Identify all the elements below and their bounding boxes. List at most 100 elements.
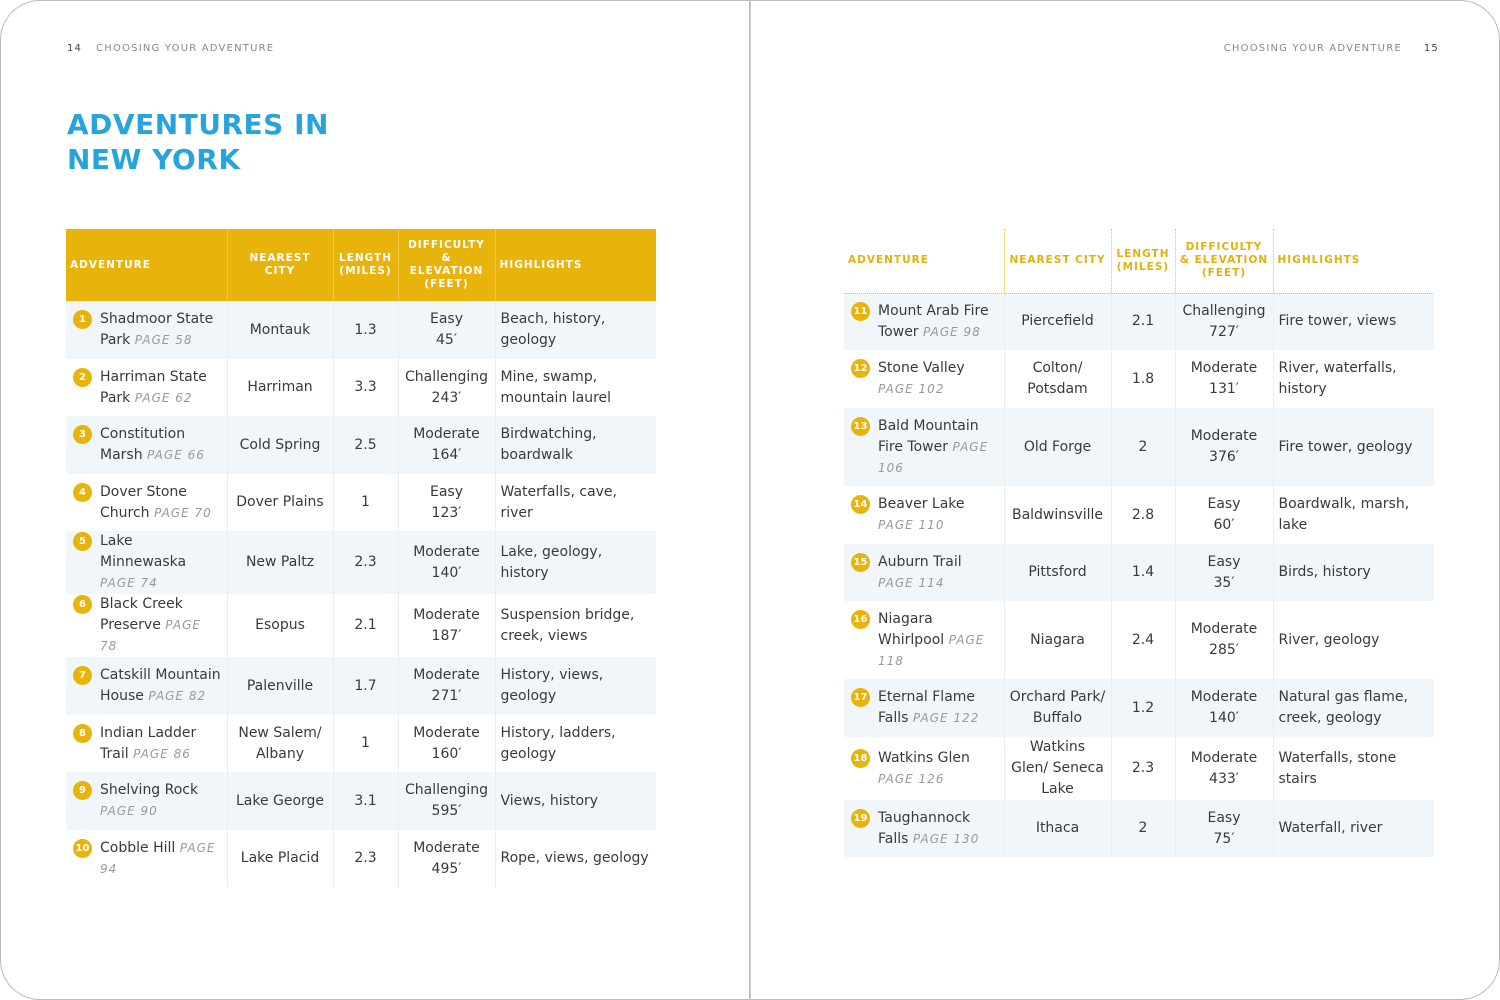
difficulty-cell: Moderate 131′ [1175,350,1274,408]
number-badge: 14 [851,495,870,514]
table-row: 15 Auburn Trail PAGE 114 Pittsford 1.4 Easy 3… [844,544,1434,601]
adventure: 11 Mount Arab Fire Tower PAGE 98 [849,301,999,343]
highlights: River, waterfalls, history [1278,360,1397,397]
adventure: 2 Harriman State Park PAGE 62 [71,367,222,409]
elevation: 160′ [431,745,462,762]
adventure: 1 Shadmoor State Park PAGE 58 [71,309,222,351]
title-line: ADVENTURES IN [67,108,329,141]
adventure-name: Bald Mountain Fire Tower [878,417,979,455]
number-badge: 11 [851,301,870,321]
adventure: 13 Bald Mountain Fire Tower PAGE 106 [849,416,999,479]
nearest-city: Cold Spring [227,416,334,474]
adventure-name-wrap: Dover Stone Church PAGE 70 [100,482,222,524]
adventure-cell: 17 Eternal Flame Falls PAGE 122 [844,679,1005,737]
table-row: 6 Black Creek Preserve PAGE 78 Esopus 2.1 Mo… [66,594,656,657]
adventure-cell: 10 Cobble Hill PAGE 94 [66,830,228,887]
page-reference: PAGE 118 [878,632,985,668]
adventures-table-right: ADVENTURE NEAREST CITY LENGTH (MILES) DI… [844,229,1434,857]
table-header: ADVENTURE NEAREST CITY LENGTH (MILES) DI… [66,229,656,301]
difficulty-cell: Challenging 243′ [398,359,496,416]
nearest-city: Colton/ Potsdam [1004,350,1112,408]
difficulty-cell: Moderate 140′ [398,531,496,594]
adventure-cell: 16 Niagara Whirlpool PAGE 118 [844,601,1005,679]
difficulty-cell: Moderate 160′ [398,715,496,772]
adventure-name-wrap: Watkins Glen PAGE 126 [878,748,999,790]
table-row: 1 Shadmoor State Park PAGE 58 Montauk 1.3 Ea… [66,301,656,359]
difficulty: Moderate [413,543,480,560]
difficulty-cell: Moderate 285′ [1175,601,1274,679]
elevation: 727′ [1209,323,1239,340]
difficulty: Moderate [413,724,480,741]
difficulty-cell: Moderate 164′ [398,416,496,474]
number-badge: 13 [851,416,870,436]
difficulty-cell: Easy 123′ [398,474,496,531]
page-reference: PAGE 94 [100,840,216,876]
adventure: 7 Catskill Mountain House PAGE 82 [71,665,222,707]
highlights: Lake, geology, history [495,531,656,594]
header-length: LENGTH (MILES) [1111,229,1176,294]
adventure-name-wrap: Catskill Mountain House PAGE 82 [100,665,222,707]
nearest-city: Harriman [227,359,334,416]
highlights: River, geology [1278,631,1380,648]
number-badge: 15 [851,552,870,572]
adventure-cell: 4 Dover Stone Church PAGE 70 [66,474,228,531]
elevation: 433′ [1209,770,1239,787]
length: 2.5 [333,416,399,474]
table-row: 18 Watkins Glen PAGE 126 Watkins Glen/ Sen… [844,737,1434,800]
adventure-name: Mount Arab Fire Tower [878,302,989,340]
nearest-city: New Paltz [227,531,334,594]
difficulty: Easy [1207,809,1241,826]
difficulty: Challenging [404,782,489,798]
table-row: 13 Bald Mountain Fire Tower PAGE 106 Old F… [844,408,1434,486]
nearest-city: Montauk [227,301,334,359]
adventure-name: Cobble Hill [100,839,176,856]
adventure-name: Watkins Glen [878,749,970,766]
highlights: Birdwatching, boardwalk [495,416,656,474]
running-head-text: CHOOSING YOUR ADVENTURE [96,43,275,54]
difficulty: Moderate [413,606,480,623]
header-highlights: HIGHLIGHTS [1273,229,1434,294]
number-badge: 2 [73,367,92,387]
adventure-name-wrap: Auburn Trail PAGE 114 [878,552,999,594]
length: 1.2 [1111,679,1176,737]
adventure-name: Lake Minnewaska [100,533,187,570]
elevation: 271′ [431,688,462,704]
highlights: Suspension bridge, creek, views [500,606,635,644]
page-reference: PAGE 106 [878,439,989,475]
adventure-name-wrap: Black Creek Preserve PAGE 78 [100,594,222,657]
table-row: 11 Mount Arab Fire Tower PAGE 98 Piercefie… [844,293,1434,350]
table-row: 9 Shelving Rock PAGE 90 Lake George 3.1 Chal… [66,772,656,830]
adventure-name: Shelving Rock [100,782,199,798]
page-reference: PAGE 90 [100,804,158,818]
header-difficulty: DIFFICULTY & ELEVATION (FEET) [398,229,496,301]
header-length: LENGTH (MILES) [333,229,399,301]
elevation: 123′ [431,504,462,521]
table-row: 3 Constitution Marsh PAGE 66 Cold Spring 2.… [66,416,656,474]
length: 1 [333,715,399,772]
adventure-name-wrap: Taughannock Falls PAGE 130 [878,808,999,850]
difficulty: Moderate [413,426,480,442]
adventure: 9 Shelving Rock PAGE 90 [71,780,222,822]
page-reference: PAGE 110 [878,518,945,532]
difficulty-cell: Easy 45′ [398,301,496,359]
adventure: 16 Niagara Whirlpool PAGE 118 [849,609,999,672]
highlights: Waterfall, river [1273,800,1434,857]
adventure: 19 Taughannock Falls PAGE 130 [849,808,999,850]
highlights: Views, history [495,772,656,830]
difficulty: Easy [1207,496,1241,512]
adventure-name-wrap: Harriman State Park PAGE 62 [100,367,222,409]
adventure: 8 Indian Ladder Trail PAGE 86 [71,723,222,765]
adventure: 14 Beaver Lake PAGE 110 [849,494,999,536]
nearest-city: Lake Placid [227,830,334,887]
adventure-cell: 5 Lake Minnewaska PAGE 74 [66,531,228,594]
page-reference: PAGE 70 [154,505,212,520]
length: 2.3 [333,830,399,887]
header-adventure: ADVENTURE [844,229,1005,294]
number-badge: 9 [73,781,92,800]
nearest-city: Dover Plains [227,474,334,531]
difficulty-cell: Challenging 727′ [1175,293,1274,350]
nearest-city: Old Forge [1004,408,1112,486]
adventure-cell: 7 Catskill Mountain House PAGE 82 [66,657,228,715]
table-row: 16 Niagara Whirlpool PAGE 118 Niagara 2.4 Mo… [844,601,1434,679]
difficulty-cell: Moderate 433′ [1175,737,1274,800]
